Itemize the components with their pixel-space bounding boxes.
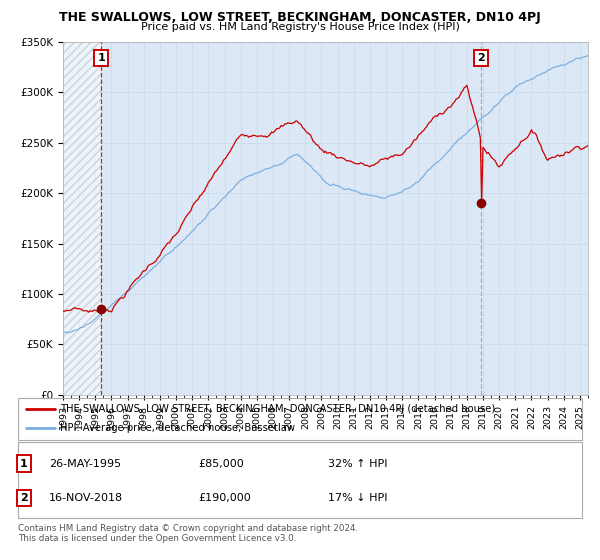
Text: THE SWALLOWS, LOW STREET, BECKINGHAM, DONCASTER, DN10 4PJ (detached house): THE SWALLOWS, LOW STREET, BECKINGHAM, DO… [60,404,496,414]
Text: 2: 2 [477,53,485,63]
Text: 1: 1 [98,53,106,63]
Text: 1: 1 [20,459,28,469]
Text: Price paid vs. HM Land Registry's House Price Index (HPI): Price paid vs. HM Land Registry's House … [140,22,460,32]
Text: HPI: Average price, detached house, Bassetlaw: HPI: Average price, detached house, Bass… [60,423,295,433]
Text: £85,000: £85,000 [199,459,244,469]
Text: £190,000: £190,000 [199,493,251,503]
Text: 16-NOV-2018: 16-NOV-2018 [49,493,123,503]
Text: 26-MAY-1995: 26-MAY-1995 [49,459,121,469]
Bar [63,42,101,395]
Text: Contains HM Land Registry data © Crown copyright and database right 2024.
This d: Contains HM Land Registry data © Crown c… [18,524,358,543]
Text: 32% ↑ HPI: 32% ↑ HPI [328,459,388,469]
Text: 2: 2 [20,493,28,503]
Text: 17% ↓ HPI: 17% ↓ HPI [328,493,388,503]
Text: THE SWALLOWS, LOW STREET, BECKINGHAM, DONCASTER, DN10 4PJ: THE SWALLOWS, LOW STREET, BECKINGHAM, DO… [59,11,541,24]
